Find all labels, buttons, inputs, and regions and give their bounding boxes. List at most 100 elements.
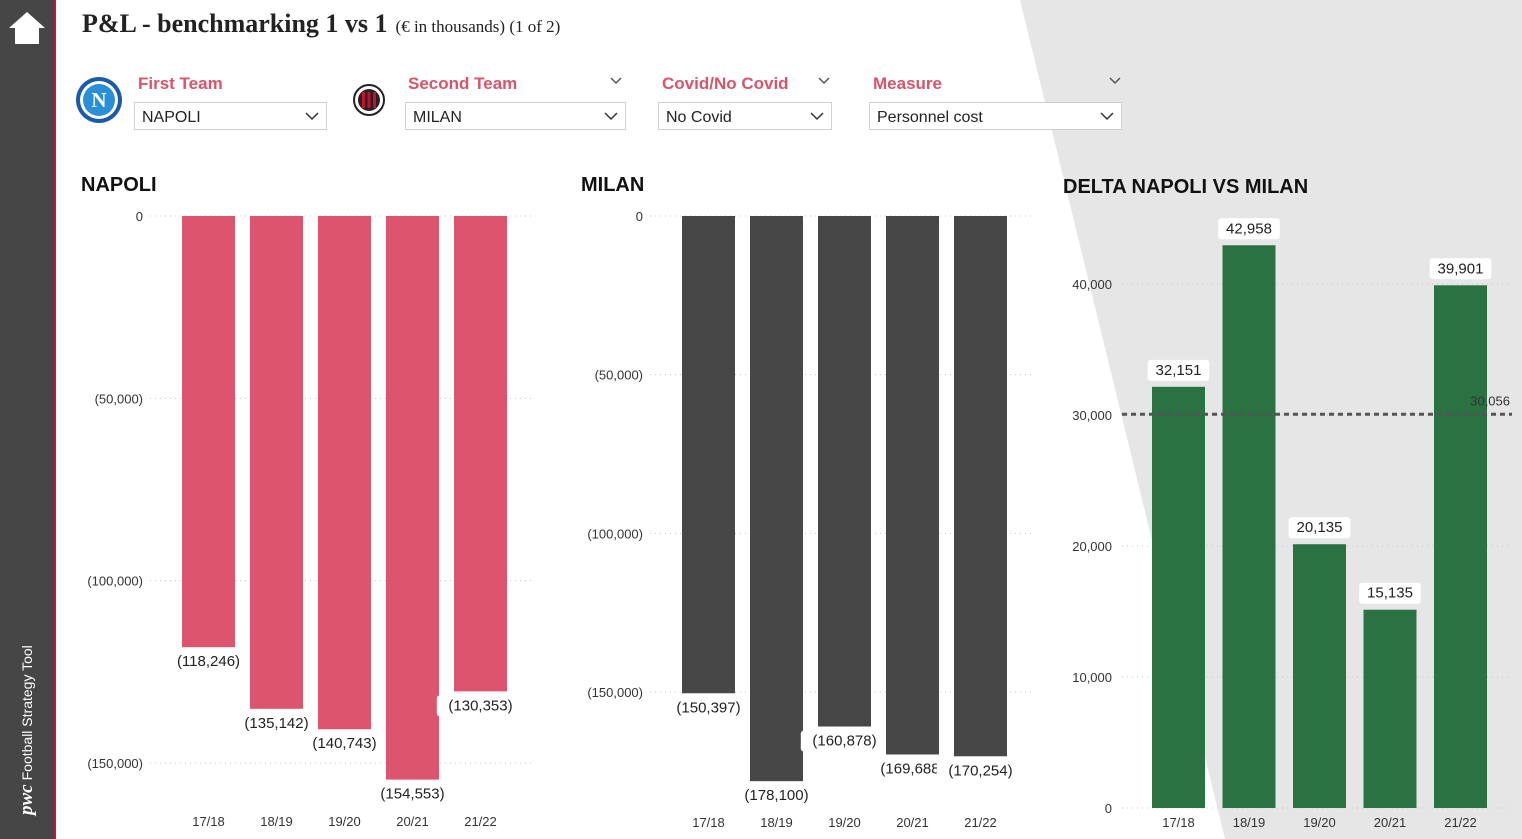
second-team-value: MILAN <box>413 109 462 126</box>
napoli-data-label: (118,246) <box>177 653 240 670</box>
milan-bar <box>886 216 939 755</box>
milan-tick-label: (100,000) <box>587 526 643 541</box>
covid-dropdown[interactable]: No Covid <box>658 102 832 130</box>
milan-data-label: (170,254) <box>948 762 1012 779</box>
milan-data-label: (169,688) <box>880 760 944 777</box>
delta-tick-label: 10,000 <box>1072 670 1112 685</box>
delta-average-label: 30,056 <box>1470 393 1510 408</box>
milan-chart-title: MILAN <box>581 174 645 196</box>
napoli-tick-label: (50,000) <box>95 391 143 406</box>
delta-category-label: 17/18 <box>1162 815 1195 830</box>
napoli-category-label: 18/19 <box>260 814 293 829</box>
delta-data-label-bg <box>1147 359 1210 381</box>
napoli-bar <box>386 216 439 780</box>
napoli-bar <box>250 216 303 709</box>
milan-data-label-bg <box>936 760 1025 782</box>
delta-data-label: 32,151 <box>1156 362 1202 379</box>
measure-collapse-chevron-icon[interactable] <box>1108 76 1122 86</box>
delta-bar <box>1222 245 1276 809</box>
napoli-tick-label: 0 <box>136 209 143 224</box>
napoli-category-label: 20/21 <box>396 814 429 829</box>
measure-label: Measure <box>873 74 942 93</box>
milan-category-label: 17/18 <box>692 815 725 830</box>
milan-tick-label: (50,000) <box>595 368 643 383</box>
napoli-data-label-bg <box>368 783 457 805</box>
delta-tick-label: 20,000 <box>1072 539 1112 554</box>
delta-data-label-bg <box>1288 517 1351 539</box>
milan-category-label: 20/21 <box>896 815 929 830</box>
first-team-label: First Team <box>138 74 223 93</box>
milan-data-label-bg <box>800 730 889 752</box>
napoli-data-label: (130,353) <box>448 697 512 714</box>
milan-data-label: (160,878) <box>812 733 876 750</box>
delta-data-label-bg <box>1218 218 1280 240</box>
delta-category-label: 21/22 <box>1444 815 1477 830</box>
delta-bar <box>1363 609 1417 808</box>
napoli-data-label-bg <box>232 712 321 734</box>
delta-tick-label: 40,000 <box>1072 277 1112 292</box>
napoli-logo: N <box>76 77 122 123</box>
napoli-bar <box>318 216 371 730</box>
milan-bar <box>682 216 735 694</box>
milan-logo <box>353 84 385 116</box>
page-title-sub: (€ in thousands) (1 of 2) <box>395 17 561 36</box>
delta-data-label: 20,135 <box>1297 519 1343 536</box>
milan-data-label-bg <box>732 785 821 807</box>
napoli-data-label-bg <box>164 651 253 673</box>
milan-category-label: 19/20 <box>828 815 861 830</box>
delta-data-label-bg <box>1359 582 1421 604</box>
delta-category-label: 18/19 <box>1233 815 1266 830</box>
milan-category-label: 21/22 <box>964 815 997 830</box>
covid-label: Covid/No Covid <box>662 74 789 93</box>
delta-category-label: 20/21 <box>1374 815 1407 830</box>
covid-collapse-chevron-icon[interactable] <box>817 76 831 86</box>
napoli-data-label: (140,743) <box>312 735 376 752</box>
first-team-value: NAPOLI <box>142 109 201 126</box>
napoli-category-label: 17/18 <box>192 814 225 829</box>
napoli-category-label: 21/22 <box>464 814 497 829</box>
second-team-dropdown[interactable]: MILAN <box>405 102 626 130</box>
delta-data-label-bg <box>1429 258 1492 280</box>
delta-tick-label: 0 <box>1105 801 1112 816</box>
delta-tick-label: 30,000 <box>1072 408 1112 423</box>
delta-data-label: 39,901 <box>1438 260 1484 277</box>
napoli-data-label-bg <box>436 695 525 717</box>
chevron-down-icon <box>810 112 824 121</box>
napoli-data-label-bg <box>300 733 389 755</box>
chevron-down-icon <box>604 112 618 121</box>
first-team-dropdown[interactable]: NAPOLI <box>134 102 327 130</box>
delta-bar <box>1434 285 1487 809</box>
delta-data-label: 42,958 <box>1226 220 1272 237</box>
second-team-label: Second Team <box>408 74 518 93</box>
milan-data-label-bg <box>868 758 957 780</box>
milan-data-label-bg <box>664 697 753 719</box>
sidebar: pwcFootball Strategy Tool <box>0 0 56 839</box>
milan-bar <box>818 216 871 727</box>
napoli-bar <box>454 216 507 692</box>
milan-data-label: (178,100) <box>744 787 808 804</box>
measure-dropdown[interactable]: Personnel cost <box>869 102 1122 130</box>
delta-bar <box>1293 544 1346 808</box>
covid-value: No Covid <box>666 109 732 126</box>
page-title-main: P&L - benchmarking 1 vs 1 <box>82 9 388 38</box>
napoli-tick-label: (100,000) <box>87 574 143 589</box>
second-team-collapse-chevron-icon[interactable] <box>609 76 623 86</box>
napoli-tick-label: (150,000) <box>87 756 143 771</box>
milan-bar <box>954 216 1007 757</box>
page-title: P&L - benchmarking 1 vs 1 (€ in thousand… <box>82 9 560 39</box>
delta-chart-title: DELTA NAPOLI VS MILAN <box>1063 176 1309 198</box>
delta-bar <box>1152 386 1205 808</box>
milan-bar <box>750 216 803 782</box>
chevron-down-icon <box>1100 112 1114 121</box>
home-button[interactable] <box>7 10 47 51</box>
chevron-down-icon <box>305 112 319 121</box>
measure-value: Personnel cost <box>877 109 983 126</box>
milan-tick-label: (150,000) <box>587 685 643 700</box>
napoli-category-label: 19/20 <box>328 814 361 829</box>
delta-category-label: 19/20 <box>1303 815 1336 830</box>
napoli-bar <box>182 216 235 648</box>
milan-tick-label: 0 <box>636 209 643 224</box>
home-icon[interactable] <box>7 10 47 46</box>
napoli-data-label: (135,142) <box>244 715 308 732</box>
